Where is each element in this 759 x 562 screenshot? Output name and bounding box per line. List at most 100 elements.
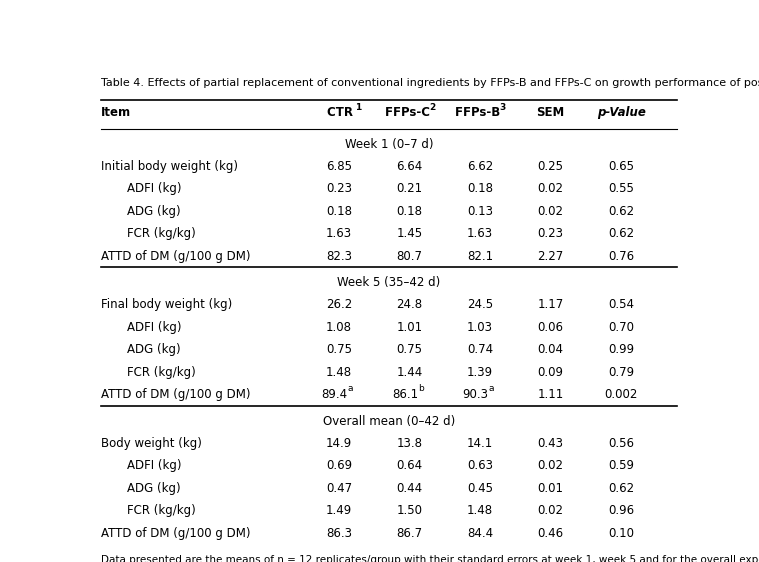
Text: 2: 2 <box>429 103 435 112</box>
Text: 84.4: 84.4 <box>467 527 493 540</box>
Text: 86.7: 86.7 <box>396 527 423 540</box>
Text: 0.02: 0.02 <box>537 459 564 472</box>
Text: ATTD of DM (g/100 g DM): ATTD of DM (g/100 g DM) <box>101 388 250 401</box>
Text: CTR: CTR <box>327 106 357 120</box>
Text: Data presented are the means of n = 12 replicates/group with their standard erro: Data presented are the means of n = 12 r… <box>101 555 759 562</box>
Text: 0.02: 0.02 <box>537 182 564 195</box>
Text: FCR (kg/kg): FCR (kg/kg) <box>128 227 196 240</box>
Text: 0.55: 0.55 <box>609 182 635 195</box>
Text: a: a <box>489 384 494 393</box>
Text: 1.17: 1.17 <box>537 298 564 311</box>
Text: 26.2: 26.2 <box>326 298 352 311</box>
Text: Item: Item <box>101 106 131 120</box>
Text: 0.02: 0.02 <box>537 504 564 517</box>
Text: 90.3: 90.3 <box>462 388 489 401</box>
Text: b: b <box>418 384 424 393</box>
Text: 0.01: 0.01 <box>537 482 564 495</box>
Text: 14.9: 14.9 <box>326 437 352 450</box>
Text: 1.03: 1.03 <box>467 320 493 334</box>
Text: p-Value: p-Value <box>597 106 646 120</box>
Text: SEM: SEM <box>537 106 565 120</box>
Text: 80.7: 80.7 <box>396 250 423 262</box>
Text: ADFI (kg): ADFI (kg) <box>128 182 181 195</box>
Text: 0.23: 0.23 <box>537 227 564 240</box>
Text: 0.62: 0.62 <box>608 227 635 240</box>
Text: ADG (kg): ADG (kg) <box>128 482 181 495</box>
Text: FFPs-C: FFPs-C <box>385 106 434 120</box>
Text: 3: 3 <box>499 103 505 112</box>
Text: ATTD of DM (g/100 g DM): ATTD of DM (g/100 g DM) <box>101 527 250 540</box>
Text: 0.70: 0.70 <box>608 320 635 334</box>
Text: 2.27: 2.27 <box>537 250 564 262</box>
Text: 0.54: 0.54 <box>608 298 635 311</box>
Text: 24.8: 24.8 <box>396 298 423 311</box>
Text: 0.09: 0.09 <box>537 366 564 379</box>
Text: 0.56: 0.56 <box>608 437 635 450</box>
Text: 1.11: 1.11 <box>537 388 564 401</box>
Text: 1.50: 1.50 <box>396 504 423 517</box>
Text: 0.46: 0.46 <box>537 527 564 540</box>
Text: 0.65: 0.65 <box>608 160 635 173</box>
Text: 0.75: 0.75 <box>396 343 423 356</box>
Text: 0.59: 0.59 <box>608 459 635 472</box>
Text: ATTD of DM (g/100 g DM): ATTD of DM (g/100 g DM) <box>101 250 250 262</box>
Text: a: a <box>348 384 353 393</box>
Text: ADFI (kg): ADFI (kg) <box>128 320 181 334</box>
Text: 86.1: 86.1 <box>392 388 418 401</box>
Text: 89.4: 89.4 <box>321 388 348 401</box>
Text: 82.3: 82.3 <box>326 250 352 262</box>
Text: 6.64: 6.64 <box>396 160 423 173</box>
Text: 0.63: 0.63 <box>467 459 493 472</box>
Text: FCR (kg/kg): FCR (kg/kg) <box>128 504 196 517</box>
Text: Week 1 (0–7 d): Week 1 (0–7 d) <box>345 138 433 151</box>
Text: 0.75: 0.75 <box>326 343 352 356</box>
Text: 1.39: 1.39 <box>467 366 493 379</box>
Text: 0.47: 0.47 <box>326 482 352 495</box>
Text: 0.69: 0.69 <box>326 459 352 472</box>
Text: 0.62: 0.62 <box>608 482 635 495</box>
Text: 0.43: 0.43 <box>537 437 564 450</box>
Text: Week 5 (35–42 d): Week 5 (35–42 d) <box>337 277 441 289</box>
Text: FFPs-B: FFPs-B <box>455 106 505 120</box>
Text: ADG (kg): ADG (kg) <box>128 205 181 217</box>
Text: 0.18: 0.18 <box>467 182 493 195</box>
Text: Body weight (kg): Body weight (kg) <box>101 437 202 450</box>
Text: 0.62: 0.62 <box>608 205 635 217</box>
Text: 1.63: 1.63 <box>467 227 493 240</box>
Text: 1.45: 1.45 <box>396 227 423 240</box>
Text: 86.3: 86.3 <box>326 527 352 540</box>
Text: 0.10: 0.10 <box>608 527 635 540</box>
Text: 0.18: 0.18 <box>326 205 352 217</box>
Text: 0.13: 0.13 <box>467 205 493 217</box>
Text: 0.002: 0.002 <box>605 388 638 401</box>
Text: 1.63: 1.63 <box>326 227 352 240</box>
Text: Table 4. Effects of partial replacement of conventional ingredients by FFPs-B an: Table 4. Effects of partial replacement … <box>101 78 759 88</box>
Text: 0.21: 0.21 <box>396 182 423 195</box>
Text: 13.8: 13.8 <box>396 437 423 450</box>
Text: 0.79: 0.79 <box>608 366 635 379</box>
Text: 24.5: 24.5 <box>467 298 493 311</box>
Text: 0.18: 0.18 <box>396 205 423 217</box>
Text: 6.62: 6.62 <box>467 160 493 173</box>
Text: FCR (kg/kg): FCR (kg/kg) <box>128 366 196 379</box>
Text: Overall mean (0–42 d): Overall mean (0–42 d) <box>323 415 455 428</box>
Text: ADG (kg): ADG (kg) <box>128 343 181 356</box>
Text: 0.96: 0.96 <box>608 504 635 517</box>
Text: 0.02: 0.02 <box>537 205 564 217</box>
Text: 14.1: 14.1 <box>467 437 493 450</box>
Text: 0.99: 0.99 <box>608 343 635 356</box>
Text: 82.1: 82.1 <box>467 250 493 262</box>
Text: 0.06: 0.06 <box>537 320 564 334</box>
Text: 0.04: 0.04 <box>537 343 564 356</box>
Text: 1.01: 1.01 <box>396 320 423 334</box>
Text: 1.48: 1.48 <box>467 504 493 517</box>
Text: 0.25: 0.25 <box>537 160 564 173</box>
Text: Final body weight (kg): Final body weight (kg) <box>101 298 232 311</box>
Text: 0.74: 0.74 <box>467 343 493 356</box>
Text: 0.76: 0.76 <box>608 250 635 262</box>
Text: 0.44: 0.44 <box>396 482 423 495</box>
Text: 1.48: 1.48 <box>326 366 352 379</box>
Text: 0.64: 0.64 <box>396 459 423 472</box>
Text: 1.49: 1.49 <box>326 504 352 517</box>
Text: 1.44: 1.44 <box>396 366 423 379</box>
